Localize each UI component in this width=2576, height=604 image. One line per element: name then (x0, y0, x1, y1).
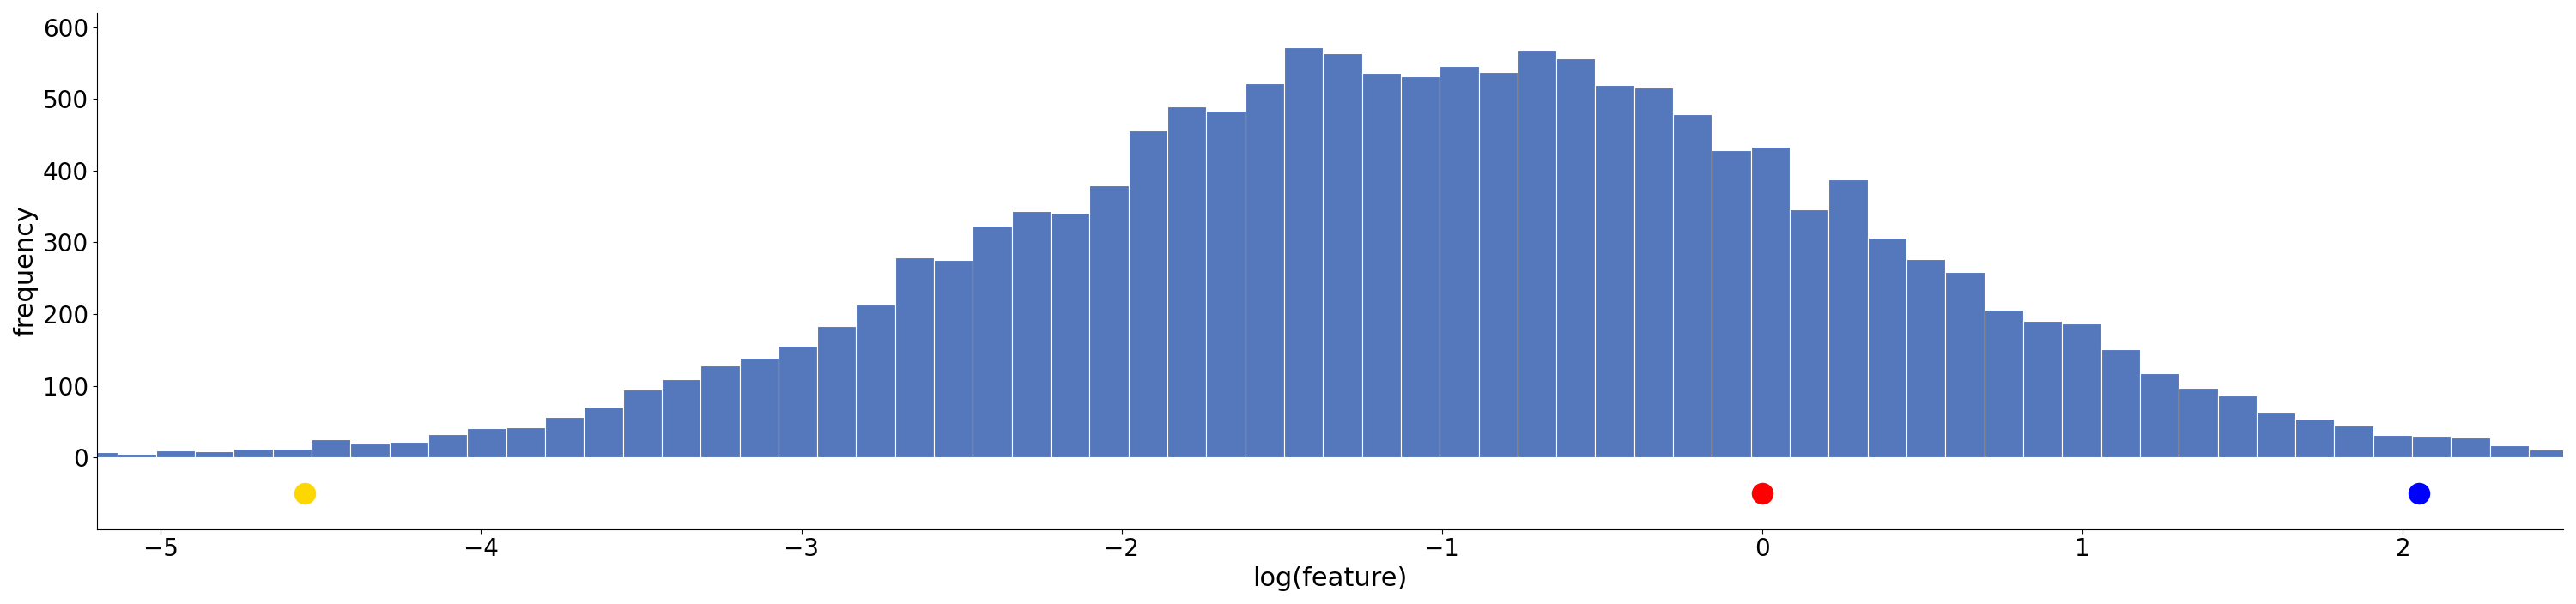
Bar (1283, 47, 1324, 457)
Bar (1090, 185, 1128, 457)
Bar (1206, 111, 1244, 457)
Bar (1051, 213, 1090, 457)
Bar (312, 440, 350, 457)
Bar (116, 454, 157, 457)
Bar (2372, 435, 2411, 457)
Bar (2450, 437, 2491, 457)
Bar (974, 226, 1012, 457)
Bar (1012, 211, 1051, 457)
Bar (894, 257, 935, 457)
Bar (701, 365, 739, 457)
Bar (1790, 210, 1829, 457)
Bar (1595, 85, 1633, 457)
Bar (546, 417, 585, 457)
Bar (1906, 260, 1945, 457)
Bar (2530, 449, 2568, 457)
Bar (1401, 77, 1440, 457)
Bar (1128, 130, 1167, 457)
Bar (817, 326, 855, 457)
Bar (1984, 310, 2022, 457)
Bar (1244, 83, 1283, 457)
Bar (1324, 53, 1363, 457)
Bar (2179, 388, 2218, 457)
Bar (1633, 88, 1672, 457)
Bar (2022, 321, 2061, 457)
Bar (778, 345, 817, 457)
Bar (2218, 396, 2257, 457)
Bar (350, 444, 389, 457)
X-axis label: log(feature): log(feature) (1252, 567, 1406, 591)
Bar (2568, 449, 2576, 457)
Bar (1167, 107, 1206, 457)
Bar (2295, 419, 2334, 457)
Bar (2141, 373, 2179, 457)
Y-axis label: frequency: frequency (13, 205, 39, 336)
Bar (1440, 66, 1479, 457)
Bar (77, 452, 116, 457)
Bar (273, 449, 312, 457)
Bar (234, 449, 273, 457)
Point (283, 489, 325, 498)
Point (1741, 489, 1783, 498)
Point (2398, 489, 2439, 498)
Bar (1517, 51, 1556, 457)
Bar (1672, 114, 1713, 457)
Bar (157, 450, 196, 457)
Bar (2257, 411, 2295, 457)
Bar (855, 304, 894, 457)
Bar (2061, 323, 2102, 457)
Bar (1752, 147, 1790, 457)
Bar (739, 358, 778, 457)
Bar (585, 406, 623, 457)
Bar (389, 442, 428, 457)
Bar (1829, 179, 1868, 457)
Bar (2102, 349, 2141, 457)
Bar (1556, 58, 1595, 457)
Bar (623, 390, 662, 457)
Bar (1868, 237, 1906, 457)
Bar (505, 427, 546, 457)
Bar (2491, 445, 2530, 457)
Bar (1713, 150, 1752, 457)
Bar (1479, 72, 1517, 457)
Bar (0, 456, 39, 457)
Bar (428, 434, 466, 457)
Bar (2411, 436, 2450, 457)
Bar (1945, 272, 1984, 457)
Bar (662, 379, 701, 457)
Bar (466, 428, 505, 457)
Bar (1363, 73, 1401, 457)
Bar (2334, 425, 2372, 457)
Bar (935, 260, 974, 457)
Bar (196, 451, 234, 457)
